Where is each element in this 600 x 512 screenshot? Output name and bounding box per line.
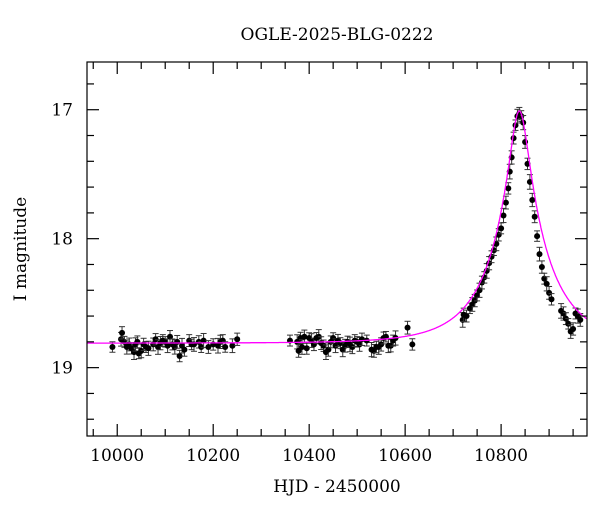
- data-marker: [181, 346, 188, 353]
- data-point: [229, 338, 236, 354]
- data-marker: [546, 289, 553, 296]
- data-marker: [409, 341, 416, 348]
- data-marker: [174, 338, 181, 345]
- data-marker: [529, 196, 536, 203]
- data-marker: [349, 344, 356, 351]
- data-point: [536, 246, 543, 262]
- data-marker: [526, 178, 533, 185]
- data-point: [303, 341, 310, 355]
- y-tick-label: 19: [51, 359, 73, 379]
- data-marker: [145, 345, 152, 352]
- data-marker: [320, 342, 327, 349]
- data-marker: [222, 344, 229, 351]
- data-marker: [463, 313, 470, 320]
- x-tick-label: 10800: [474, 446, 528, 466]
- data-marker: [205, 344, 212, 351]
- data-marker: [303, 345, 310, 352]
- data-point: [505, 182, 512, 195]
- data-marker: [548, 296, 555, 303]
- data-marker: [498, 225, 505, 232]
- data-point: [495, 228, 502, 242]
- data-point: [378, 337, 385, 352]
- data-marker: [229, 342, 236, 349]
- data-point: [286, 334, 293, 347]
- data-point: [210, 338, 217, 351]
- x-tick-label: 10200: [186, 446, 240, 466]
- data-marker: [332, 342, 339, 349]
- data-marker: [538, 264, 545, 271]
- data-point: [205, 340, 212, 354]
- data-marker: [577, 316, 584, 323]
- data-point: [404, 320, 411, 335]
- data-point: [167, 330, 174, 344]
- data-point: [164, 338, 171, 354]
- data-marker: [500, 212, 507, 219]
- data-marker: [164, 342, 171, 349]
- data-marker: [543, 280, 550, 287]
- data-marker: [198, 344, 205, 351]
- data-marker: [119, 329, 126, 336]
- data-marker: [310, 341, 317, 348]
- data-point: [502, 195, 509, 210]
- data-marker: [298, 344, 305, 351]
- data-marker: [356, 341, 363, 348]
- x-tick-label: 10000: [90, 446, 144, 466]
- plot-frame: [86, 61, 588, 437]
- data-marker: [565, 320, 572, 327]
- data-point: [119, 326, 126, 340]
- x-tick-label: 10600: [378, 446, 432, 466]
- data-marker: [534, 233, 541, 240]
- data-marker: [109, 344, 116, 351]
- data-marker: [502, 199, 509, 206]
- data-marker: [531, 213, 538, 220]
- data-marker: [570, 325, 577, 332]
- model-curve: [87, 110, 588, 344]
- data-point: [538, 260, 545, 274]
- data-marker: [167, 333, 174, 340]
- data-point: [526, 174, 533, 190]
- data-point: [295, 343, 302, 358]
- chart-title: OGLE-2025-BLG-0222: [241, 25, 434, 45]
- data-point: [234, 332, 241, 346]
- data-marker: [495, 231, 502, 238]
- x-tick-label: 10400: [282, 446, 336, 466]
- y-tick-label: 17: [51, 101, 73, 121]
- data-marker: [295, 347, 302, 354]
- data-point: [463, 309, 470, 323]
- data-point: [409, 338, 416, 351]
- data-marker: [404, 324, 411, 331]
- data-marker: [330, 334, 337, 341]
- y-tick-label: 18: [51, 230, 73, 250]
- data-marker: [505, 185, 512, 192]
- data-marker: [176, 353, 183, 360]
- data-point: [548, 293, 555, 306]
- data-marker: [378, 341, 385, 348]
- data-point: [531, 210, 538, 224]
- data-marker: [200, 337, 207, 344]
- x-axis-title: HJD - 2450000: [273, 477, 401, 497]
- data-point: [565, 318, 572, 330]
- y-axis-title: I magnitude: [11, 197, 31, 301]
- data-point: [534, 230, 541, 242]
- data-marker: [301, 333, 308, 340]
- data-marker: [560, 310, 567, 317]
- data-marker: [536, 251, 543, 258]
- data-point: [109, 341, 116, 353]
- data-point: [529, 192, 536, 208]
- data-marker: [234, 336, 241, 343]
